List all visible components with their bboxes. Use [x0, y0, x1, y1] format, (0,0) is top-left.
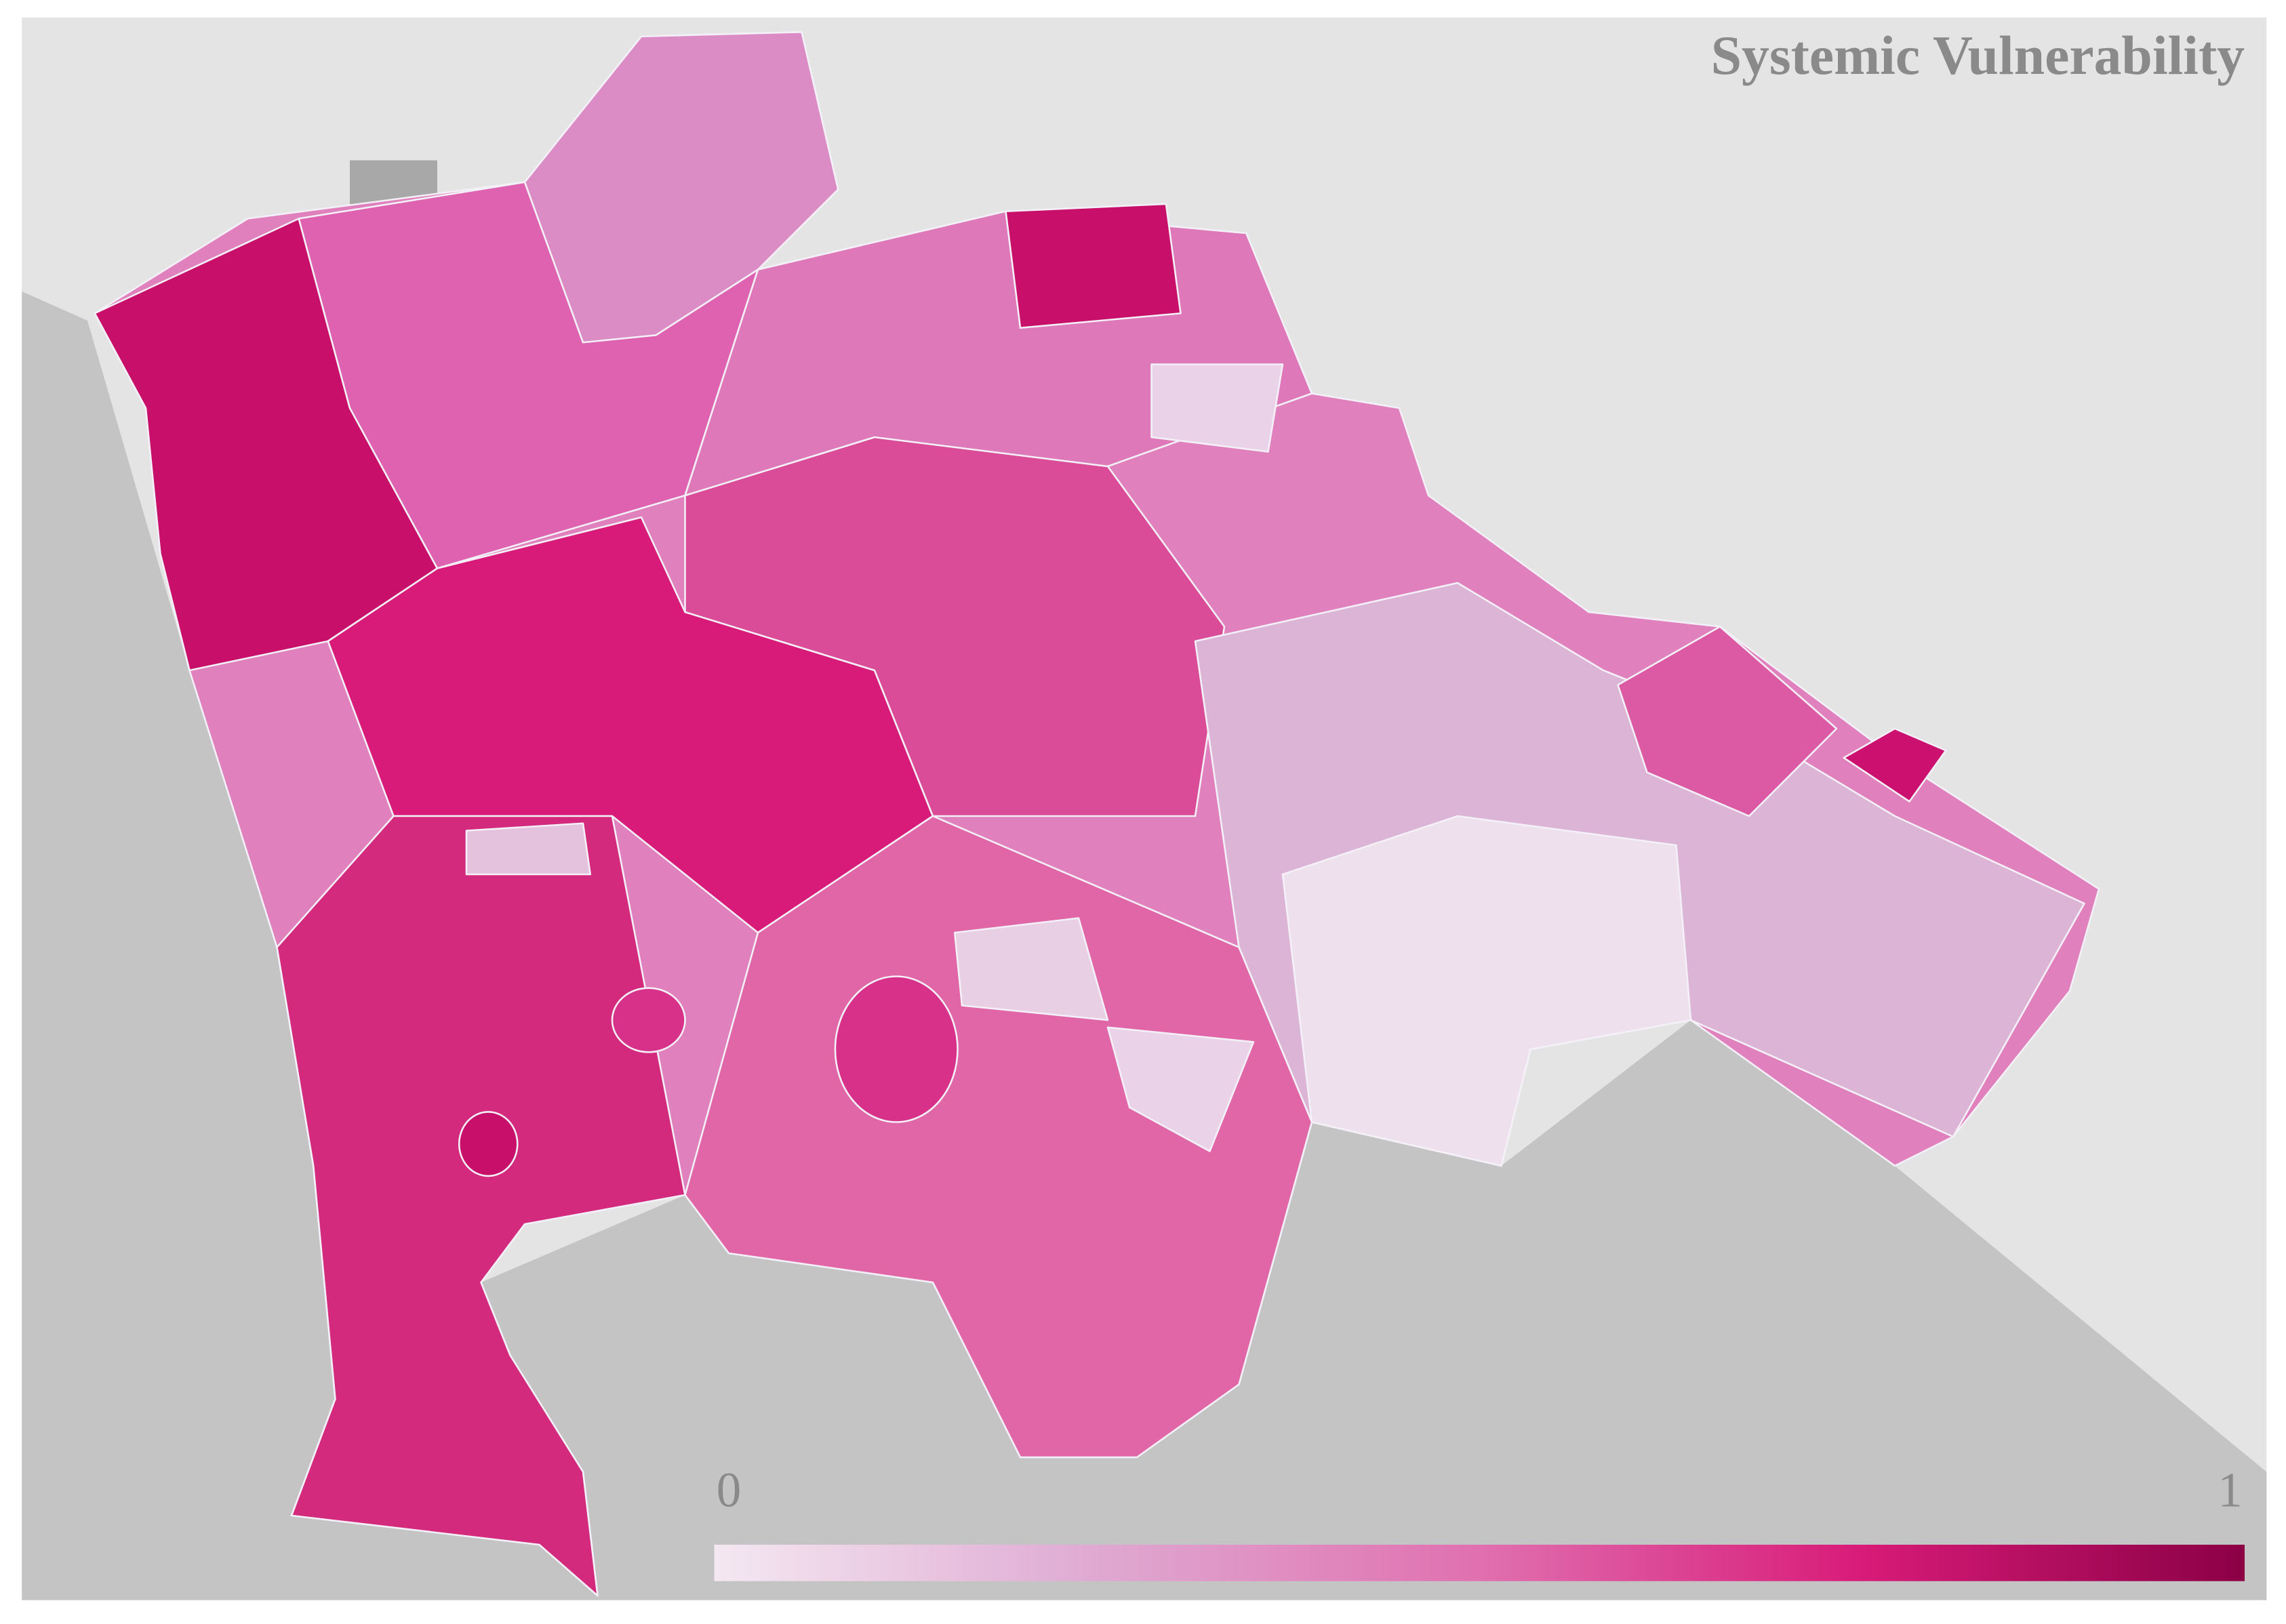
region	[684, 815, 1313, 1459]
region	[611, 987, 686, 1053]
region	[1106, 1026, 1255, 1152]
region	[953, 917, 1109, 1021]
legend-max-label: 1	[2218, 1463, 2243, 1518]
region	[1150, 363, 1284, 453]
regions	[94, 31, 2100, 1597]
region	[1617, 626, 1838, 817]
region	[276, 815, 686, 1597]
legend-colorbar	[714, 1545, 2245, 1581]
region	[1281, 815, 1692, 1167]
region	[1005, 203, 1182, 329]
legend-min-label: 0	[717, 1463, 742, 1518]
region	[458, 1111, 519, 1177]
region	[465, 822, 592, 876]
region	[834, 975, 959, 1123]
sea	[22, 291, 2267, 1600]
map-title: Systemic Vulnerability	[1711, 24, 2245, 86]
region	[1843, 727, 1947, 803]
map-content: Systemic Vulnerability 0 1	[22, 17, 2267, 1600]
region	[523, 31, 839, 344]
land-block	[350, 160, 437, 204]
